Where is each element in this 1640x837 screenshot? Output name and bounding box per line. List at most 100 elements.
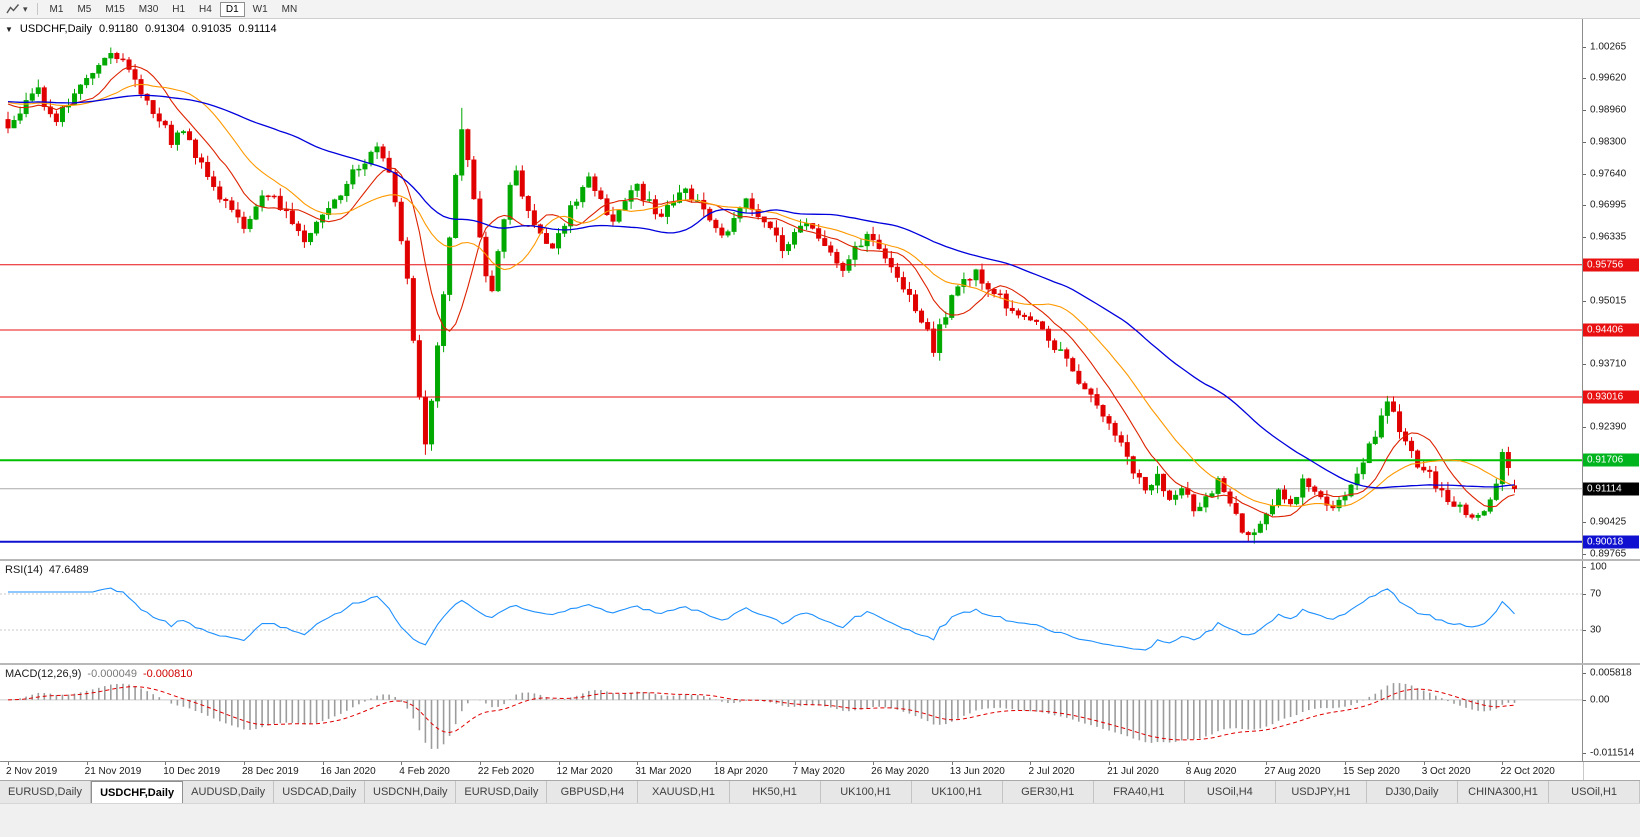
panel-divider[interactable]: [0, 663, 1640, 665]
chart-mode-icon[interactable]: [4, 3, 22, 15]
date-tick-mark: [1187, 762, 1189, 765]
timeframe-button-w1[interactable]: W1: [252, 3, 268, 15]
macd-tick-mark: [1583, 673, 1586, 674]
chart-tab-china300-h1[interactable]: CHINA300,H1: [1458, 781, 1550, 803]
macd-axis[interactable]: 0.005818 0.00 -0.011514: [1582, 665, 1640, 761]
dropdown-caret-icon[interactable]: ▾: [23, 4, 28, 14]
date-tick-mark: [479, 762, 481, 765]
date-label: 21 Jul 2020: [1107, 766, 1159, 777]
price-tick-label: 0.98300: [1590, 136, 1627, 148]
price-tick-label: 0.99620: [1590, 72, 1627, 84]
timeframe-button-m15[interactable]: M15: [105, 3, 125, 15]
date-label: 22 Feb 2020: [477, 766, 535, 777]
macd-chart[interactable]: [0, 665, 1583, 761]
date-label: 13 Jun 2020: [949, 766, 1005, 777]
rsi-chart[interactable]: [0, 561, 1583, 663]
macd-main-value: -0.000049: [87, 668, 137, 680]
rsi-indicator-panel: 100 70 30 RSI(14) 47.6489: [0, 561, 1640, 663]
date-label: 26 May 2020: [871, 766, 929, 777]
chart-tab-usoil-h1[interactable]: USOil,H1: [1549, 781, 1640, 803]
ohlc-low: 0.91035: [191, 23, 232, 35]
rsi-line: [8, 587, 1515, 651]
macd-signal-value: -0.000810: [142, 668, 193, 680]
date-tick-mark: [637, 762, 639, 765]
moving-average-9: [7, 65, 1515, 518]
timeframe-button-m5[interactable]: M5: [77, 3, 92, 15]
date-tick-mark: [401, 762, 403, 765]
chart-tab-fra40-h1[interactable]: FRA40,H1: [1093, 781, 1185, 803]
time-axis[interactable]: 2 Nov 2019 21 Nov 2019 10 Dec 2019 28 Dec 2…: [0, 761, 1640, 780]
price-tick-label: 0.90425: [1590, 516, 1627, 528]
chart-tab-usoil-h4[interactable]: USOil,H4: [1184, 781, 1276, 803]
price-level-badge: 0.90018: [1583, 535, 1639, 549]
price-tick-mark: [1583, 47, 1586, 49]
ohlc-open: 0.91180: [99, 23, 138, 35]
axis-corner-line: [1583, 762, 1584, 780]
chart-tab-eurusd-daily[interactable]: EURUSD,Daily: [0, 781, 92, 803]
date-tick-mark: [794, 762, 796, 765]
macd-name: MACD(12,26,9): [5, 668, 82, 680]
ohlc-close: 0.91114: [238, 23, 277, 35]
chart-tab-usdchf-daily[interactable]: USDCHF,Daily: [91, 781, 184, 803]
chart-tab-usdcad-daily[interactable]: USDCAD,Daily: [274, 781, 366, 803]
timeframe-button-h1[interactable]: H1: [172, 3, 186, 15]
date-tick-mark: [1423, 762, 1425, 765]
chart-tab-eurusd-daily[interactable]: EURUSD,Daily: [456, 781, 548, 803]
date-tick-mark: [1266, 762, 1268, 765]
chart-tab-audusd-daily[interactable]: AUDUSD,Daily: [183, 781, 275, 803]
panel-divider[interactable]: [0, 559, 1640, 561]
chart-tab-uk100-h1[interactable]: UK100,H1: [911, 781, 1003, 803]
chart-tab-usdcnh-daily[interactable]: USDCNH,Daily: [365, 781, 457, 803]
price-tick-mark: [1583, 173, 1586, 175]
chart-tab-usdjpy-h1[interactable]: USDJPY,H1: [1275, 781, 1367, 803]
date-tick-mark: [1345, 762, 1347, 765]
rsi-tick-mark: [1583, 630, 1586, 631]
timeframe-button-m1[interactable]: M1: [49, 3, 64, 15]
price-tick-label: 0.89765: [1590, 548, 1627, 560]
collapse-arrow-icon[interactable]: ▼: [5, 24, 13, 34]
timeframe-button-m30[interactable]: M30: [138, 3, 159, 15]
moving-average-19: [7, 83, 1515, 508]
timeframe-button-mn[interactable]: MN: [281, 3, 298, 15]
date-label: 4 Feb 2020: [399, 766, 450, 777]
date-tick-mark: [322, 762, 324, 765]
timeframe-button-d1[interactable]: D1: [219, 1, 245, 17]
price-tick-mark: [1583, 236, 1586, 238]
date-label: 3 Oct 2020: [1421, 766, 1471, 777]
chart-tab-uk100-h1[interactable]: UK100,H1: [820, 781, 912, 803]
date-label: 27 Aug 2020: [1264, 766, 1321, 777]
price-tick-mark: [1583, 110, 1586, 112]
moving-averages-layer: [7, 65, 1515, 518]
date-tick-mark: [243, 762, 245, 765]
price-level-badge: 0.94406: [1583, 323, 1639, 337]
date-label: 28 Dec 2019: [241, 766, 299, 777]
date-tick-mark: [951, 762, 953, 765]
chart-tab-xauusd-h1[interactable]: XAUUSD,H1: [638, 781, 730, 803]
date-tick-mark: [165, 762, 167, 765]
current-price-badge: 0.91114: [1583, 482, 1639, 496]
chart-tab-dj30-daily[interactable]: DJ30,Daily: [1366, 781, 1458, 803]
price-tick-label: 0.96995: [1590, 199, 1627, 211]
chart-tab-bar: EURUSD,Daily USDCHF,Daily AUDUSD,Daily USDC…: [0, 780, 1640, 803]
timeframe-button-h4[interactable]: H4: [199, 3, 212, 15]
main-price-chart[interactable]: [0, 19, 1583, 559]
date-tick-mark: [558, 762, 560, 765]
price-tick-mark: [1583, 363, 1586, 365]
price-tick-mark: [1583, 205, 1586, 207]
rsi-tick-mark: [1583, 567, 1586, 568]
main-chart-panel: 1.00265 0.99620 0.98960 0.98300 0.97640 0.969…: [0, 19, 1640, 559]
date-tick-mark: [1502, 762, 1504, 765]
moving-average-46: [7, 94, 1515, 489]
price-axis[interactable]: 1.00265 0.99620 0.98960 0.98300 0.97640 0.969…: [1582, 19, 1640, 559]
rsi-axis[interactable]: 100 70 30: [1582, 561, 1640, 663]
timeframe-toolbar: ▾ M1 M5 M15 M30 H1 H4 D1 W1 MN: [0, 0, 1640, 19]
chart-tab-ger30-h1[interactable]: GER30,H1: [1002, 781, 1094, 803]
chart-tab-gbpusd-h4[interactable]: GBPUSD,H4: [547, 781, 639, 803]
rsi-indicator-label: RSI(14) 47.6489: [5, 564, 89, 576]
price-tick-mark: [1583, 522, 1586, 524]
chart-tab-hk50-h1[interactable]: HK50,H1: [729, 781, 821, 803]
date-tick-mark: [1109, 762, 1111, 765]
macd-tick-label: -0.011514: [1590, 747, 1635, 759]
horizontal-level-lines: [0, 264, 1583, 543]
